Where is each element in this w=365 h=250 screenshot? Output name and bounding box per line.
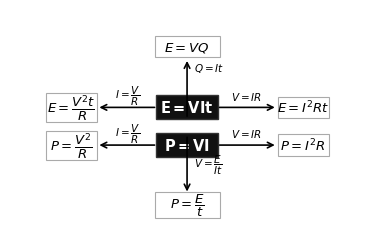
FancyBboxPatch shape — [154, 37, 220, 58]
Text: $\mathbf{E = VIt}$: $\mathbf{E = VIt}$ — [160, 100, 214, 116]
FancyBboxPatch shape — [277, 135, 328, 156]
FancyBboxPatch shape — [46, 94, 96, 122]
Text: $P = I^2R$: $P = I^2R$ — [280, 137, 326, 154]
Text: $\mathbf{P = VI}$: $\mathbf{P = VI}$ — [164, 138, 210, 154]
Text: $P = \dfrac{V^2}{R}$: $P = \dfrac{V^2}{R}$ — [50, 131, 92, 160]
FancyBboxPatch shape — [154, 193, 220, 218]
Text: $V = IR$: $V = IR$ — [231, 90, 262, 102]
FancyBboxPatch shape — [277, 97, 328, 118]
Text: $V = IR$: $V = IR$ — [231, 128, 262, 140]
FancyBboxPatch shape — [46, 131, 96, 160]
FancyBboxPatch shape — [156, 96, 218, 120]
Text: $E = \dfrac{V^2t}{R}$: $E = \dfrac{V^2t}{R}$ — [47, 93, 95, 123]
Text: $V = \dfrac{E}{It}$: $V = \dfrac{E}{It}$ — [194, 153, 223, 176]
FancyBboxPatch shape — [156, 134, 218, 158]
Text: $E = I^2Rt$: $E = I^2Rt$ — [277, 100, 329, 116]
Text: $I = \dfrac{V}{R}$: $I = \dfrac{V}{R}$ — [115, 122, 141, 146]
Text: $E = VQ$: $E = VQ$ — [164, 40, 210, 54]
Text: $I = \dfrac{V}{R}$: $I = \dfrac{V}{R}$ — [115, 85, 141, 108]
Text: $P = \dfrac{E}{t}$: $P = \dfrac{E}{t}$ — [170, 192, 204, 218]
Text: $Q = It$: $Q = It$ — [194, 62, 224, 75]
